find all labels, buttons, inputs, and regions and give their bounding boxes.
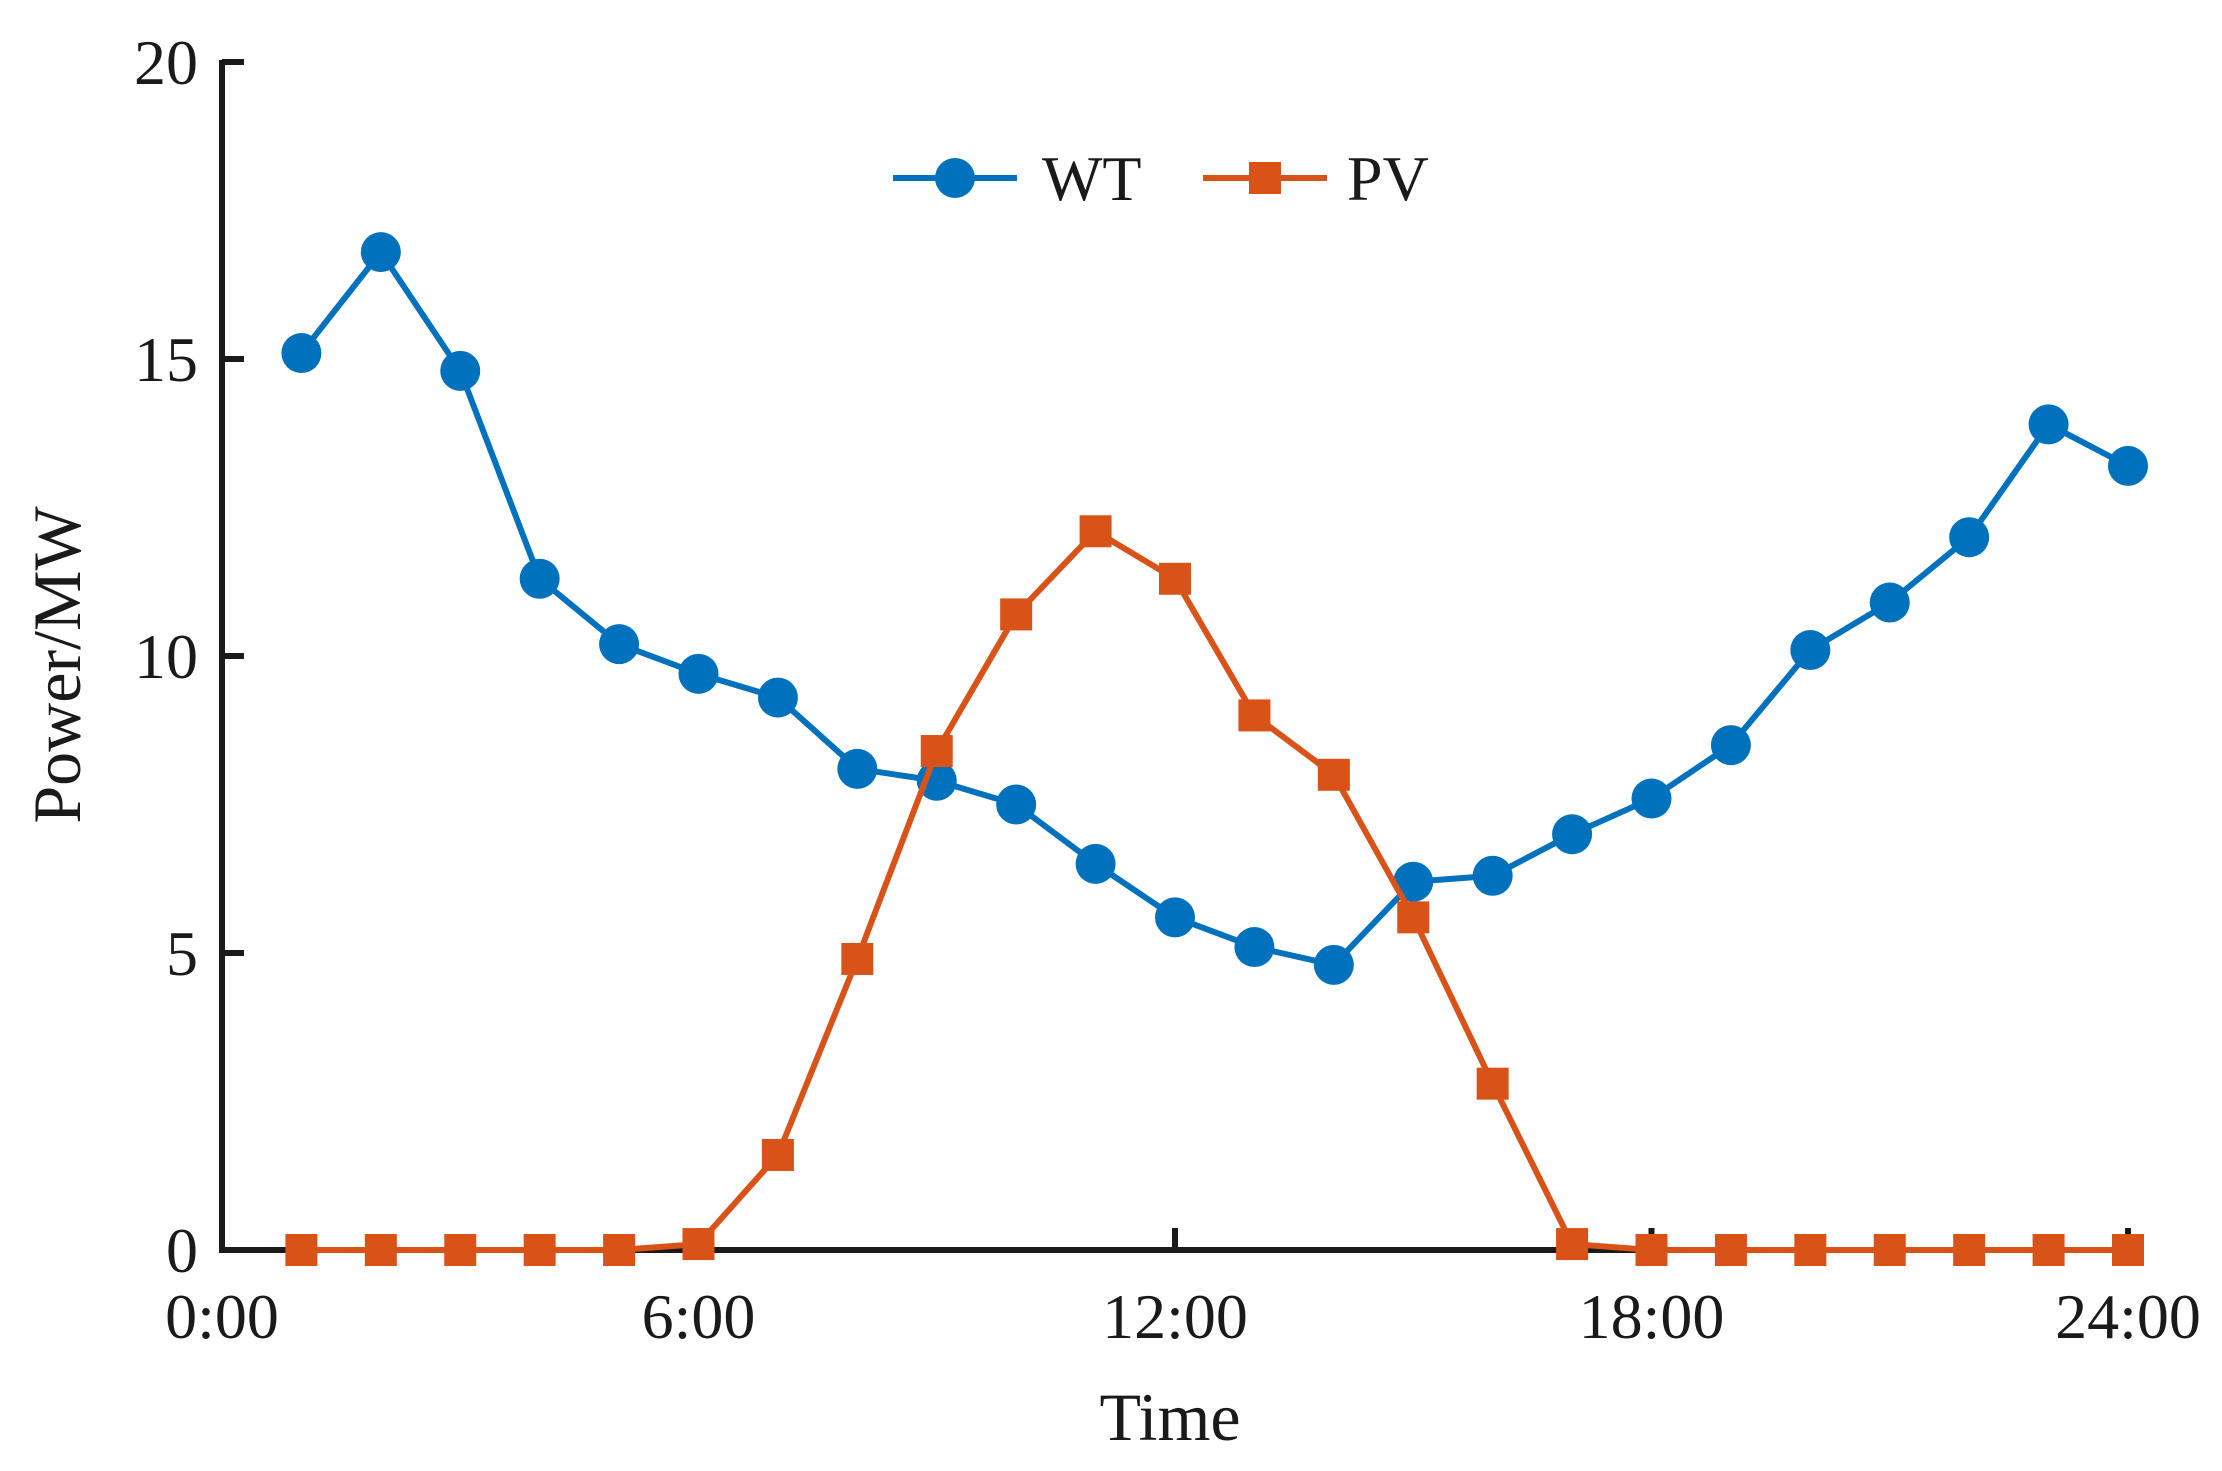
data-point: [841, 942, 874, 975]
x-axis-title: Time: [1099, 1379, 1240, 1455]
series-layer: [281, 232, 2148, 1266]
data-point: [678, 653, 719, 694]
data-point: [360, 232, 401, 273]
x-tick-label: 6:00: [642, 1281, 756, 1352]
data-point: [1476, 1067, 1509, 1100]
legend-label: PV: [1347, 143, 1429, 214]
data-point: [1631, 778, 1672, 819]
data-point: [1397, 901, 1430, 934]
data-point: [1317, 758, 1350, 791]
data-point: [1313, 944, 1354, 985]
data-point: [757, 677, 798, 718]
data-point: [1710, 725, 1751, 766]
data-point: [1075, 843, 1116, 884]
data-point: [2108, 445, 2148, 486]
data-point: [682, 1228, 715, 1261]
data-point: [281, 333, 322, 374]
data-point: [1714, 1234, 1747, 1266]
data-point: [2112, 1234, 2144, 1266]
data-point: [444, 1234, 477, 1266]
data-point: [1790, 630, 1831, 671]
data-point: [1000, 598, 1033, 631]
data-point: [1949, 517, 1990, 558]
series-line: [299, 249, 2130, 968]
data-point: [440, 350, 481, 391]
data-point: [1953, 1234, 1986, 1266]
data-point: [1552, 814, 1593, 855]
data-point: [519, 558, 560, 599]
x-tick-label: 24:00: [2055, 1281, 2201, 1352]
y-axis-title: Power/MW: [19, 506, 95, 824]
series-pv: [285, 515, 2144, 1266]
data-point: [1556, 1228, 1589, 1261]
data-point: [2028, 404, 2069, 445]
legend: WT PV: [893, 143, 1429, 214]
series-line: [301, 528, 2128, 1253]
data-point: [1238, 699, 1271, 732]
data-point: [761, 1138, 794, 1171]
data-point: [1159, 562, 1191, 595]
data-point: [920, 735, 953, 768]
data-point: [364, 1234, 397, 1266]
legend-item-wt: WT: [893, 143, 1142, 214]
data-point: [1155, 897, 1195, 938]
series-wt: [281, 232, 2148, 985]
x-tick-label: 12:00: [1102, 1281, 1248, 1352]
data-point: [1635, 1234, 1668, 1266]
y-tick-label: 20: [134, 27, 198, 98]
legend-marker: [1249, 162, 1281, 194]
y-tick-label: 15: [134, 324, 198, 395]
data-point: [599, 624, 640, 665]
data-point: [1873, 1234, 1906, 1266]
legend-item-pv: PV: [1203, 143, 1429, 214]
data-point: [285, 1234, 318, 1266]
data-point: [1794, 1234, 1827, 1266]
y-tick-label: 10: [134, 621, 198, 692]
x-tick-label: 0:00: [165, 1281, 279, 1352]
data-point: [1393, 861, 1434, 902]
data-point: [1079, 515, 1112, 548]
x-tick-label: 18:00: [1579, 1281, 1725, 1352]
data-point: [2032, 1234, 2065, 1266]
data-point: [1472, 855, 1513, 896]
data-point: [996, 784, 1037, 825]
axes: 0 5 10 15 20 0:00 6:00 12:00 18:00 24:00: [134, 27, 2201, 1352]
data-point: [1869, 582, 1910, 623]
data-point: [1234, 927, 1275, 968]
data-point: [523, 1234, 556, 1266]
legend-label: WT: [1042, 143, 1142, 214]
legend-marker: [935, 158, 975, 198]
y-tick-label: 0: [166, 1215, 198, 1286]
data-point: [837, 748, 878, 789]
data-point: [603, 1234, 636, 1266]
y-tick-label: 5: [166, 918, 198, 989]
